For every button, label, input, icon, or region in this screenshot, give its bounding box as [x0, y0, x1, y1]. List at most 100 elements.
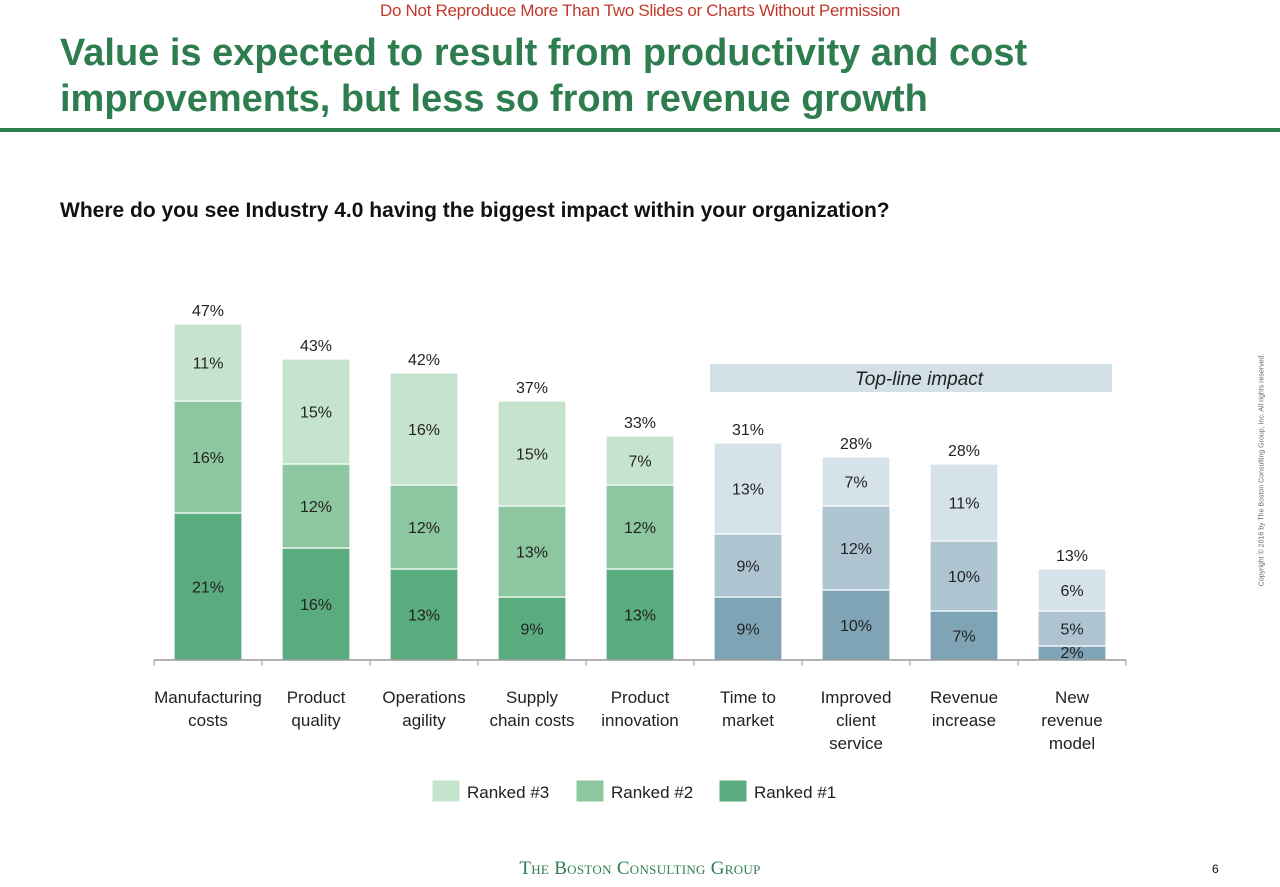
- legend-label: Ranked #2: [611, 783, 693, 802]
- total-value-label: 42%: [408, 352, 440, 369]
- total-value-label: 28%: [948, 443, 980, 460]
- legend-swatch: [718, 779, 748, 803]
- legend-swatch: [575, 779, 605, 803]
- category-label: Manufacturing costs: [154, 688, 262, 730]
- page-number: 6: [1212, 862, 1219, 876]
- segment-value-label: 7%: [952, 629, 975, 646]
- annotation-label: Top-line impact: [855, 369, 984, 390]
- bars-layer: [173, 323, 1107, 661]
- segment-value-label: 15%: [516, 447, 548, 464]
- bar-segment: [497, 596, 567, 661]
- category-label: Product quality: [287, 688, 346, 730]
- category-label-line: Manufacturing: [154, 688, 262, 707]
- category-label-line: New: [1055, 688, 1090, 707]
- bar-segment: [281, 547, 351, 661]
- bar-segment: [389, 372, 459, 486]
- legend: Ranked #3 Ranked #2 Ranked #1: [431, 779, 836, 803]
- legend-label: Ranked #3: [467, 783, 549, 802]
- category-label-line: increase: [932, 711, 996, 730]
- bar-segment: [713, 533, 783, 598]
- copyright-notice: Copyright © 2016 by The Boston Consultin…: [1258, 353, 1266, 587]
- segment-value-label: 16%: [408, 422, 440, 439]
- segment-value-label: 16%: [300, 597, 332, 614]
- category-label-line: Operations: [382, 688, 465, 707]
- category-label-line: Product: [611, 688, 670, 707]
- bar-segment: [821, 456, 891, 507]
- segment-value-label: 11%: [193, 356, 224, 373]
- category-label: Revenue increase: [930, 688, 998, 730]
- category-label-line: Supply: [506, 688, 558, 707]
- bar-segment: [281, 358, 351, 465]
- segment-value-label: 6%: [1060, 583, 1083, 600]
- total-value-label: 13%: [1056, 548, 1088, 565]
- segment-value-label: 11%: [949, 496, 980, 513]
- bar-segment: [605, 568, 675, 661]
- bar-segment: [497, 505, 567, 598]
- category-label: New revenue model: [1041, 688, 1102, 753]
- category-label-line: client: [836, 711, 876, 730]
- bar-segment: [605, 435, 675, 486]
- category-label-line: Product: [287, 688, 346, 707]
- category-label: Operations agility: [382, 688, 465, 730]
- bar-segment: [281, 463, 351, 549]
- legend-swatch: [431, 779, 461, 803]
- bcg-logo: The Boston Consulting Group: [519, 858, 761, 879]
- bar-segment: [389, 568, 459, 661]
- total-value-label: 31%: [732, 422, 764, 439]
- category-label-line: innovation: [601, 711, 679, 730]
- segment-value-label: 7%: [844, 475, 867, 492]
- segment-value-label: 2%: [1060, 645, 1083, 662]
- segment-value-label: 9%: [736, 559, 759, 576]
- category-label-line: Revenue: [930, 688, 998, 707]
- segment-value-label: 13%: [516, 545, 548, 562]
- legend-label: Ranked #1: [754, 783, 836, 802]
- category-label: Product innovation: [601, 688, 679, 730]
- x-axis: Manufacturing costs Product quality Operatio…: [153, 659, 1127, 753]
- bar-segment: [1037, 568, 1107, 612]
- bar-segment: [497, 400, 567, 507]
- labels-layer: Top-line impact 21% 16% 11% 47% 16% 12% 15% 43% 1…: [192, 303, 1112, 662]
- total-value-label: 33%: [624, 415, 656, 432]
- category-label-line: Time to: [720, 688, 776, 707]
- segment-value-label: 12%: [408, 520, 440, 537]
- bar-segment: [389, 484, 459, 570]
- category-label-line: costs: [188, 711, 228, 730]
- segment-value-label: 13%: [624, 608, 656, 625]
- slide-title: Value is expected to result from product…: [60, 32, 1028, 120]
- category-label-line: market: [722, 711, 774, 730]
- category-label-line: Improved: [821, 688, 892, 707]
- permission-notice: Do Not Reproduce More Than Two Slides or…: [379, 1, 901, 20]
- segment-value-label: 5%: [1060, 622, 1083, 639]
- segment-value-label: 15%: [300, 405, 332, 422]
- segment-value-label: 10%: [948, 569, 980, 586]
- category-label-line: model: [1049, 734, 1095, 753]
- annotation-band: [710, 364, 1112, 392]
- chart-question: Where do you see Industry 4.0 having the…: [60, 199, 890, 222]
- category-label-line: revenue: [1041, 711, 1102, 730]
- total-value-label: 28%: [840, 436, 872, 453]
- bar-segment: [929, 463, 999, 542]
- bar-segment: [713, 596, 783, 661]
- category-label-line: agility: [402, 711, 446, 730]
- bar-segment: [173, 400, 243, 514]
- segment-value-label: 12%: [840, 541, 872, 558]
- category-label-line: quality: [291, 711, 341, 730]
- total-value-label: 47%: [192, 303, 224, 320]
- segment-value-label: 12%: [300, 499, 332, 516]
- segment-value-label: 9%: [520, 622, 543, 639]
- segment-value-label: 9%: [736, 622, 759, 639]
- bar-segment: [173, 323, 243, 402]
- segment-value-label: 12%: [624, 520, 656, 537]
- segment-value-label: 7%: [628, 454, 651, 471]
- segment-value-label: 16%: [192, 450, 224, 467]
- total-value-label: 43%: [300, 338, 332, 355]
- category-label-line: chain costs: [489, 711, 574, 730]
- category-label-line: service: [829, 734, 883, 753]
- segment-value-label: 10%: [840, 618, 872, 635]
- bar-segment: [821, 505, 891, 591]
- title-divider: [0, 128, 1280, 132]
- category-label: Supply chain costs: [489, 688, 574, 730]
- segment-value-label: 13%: [732, 482, 764, 499]
- bar-segment: [713, 442, 783, 535]
